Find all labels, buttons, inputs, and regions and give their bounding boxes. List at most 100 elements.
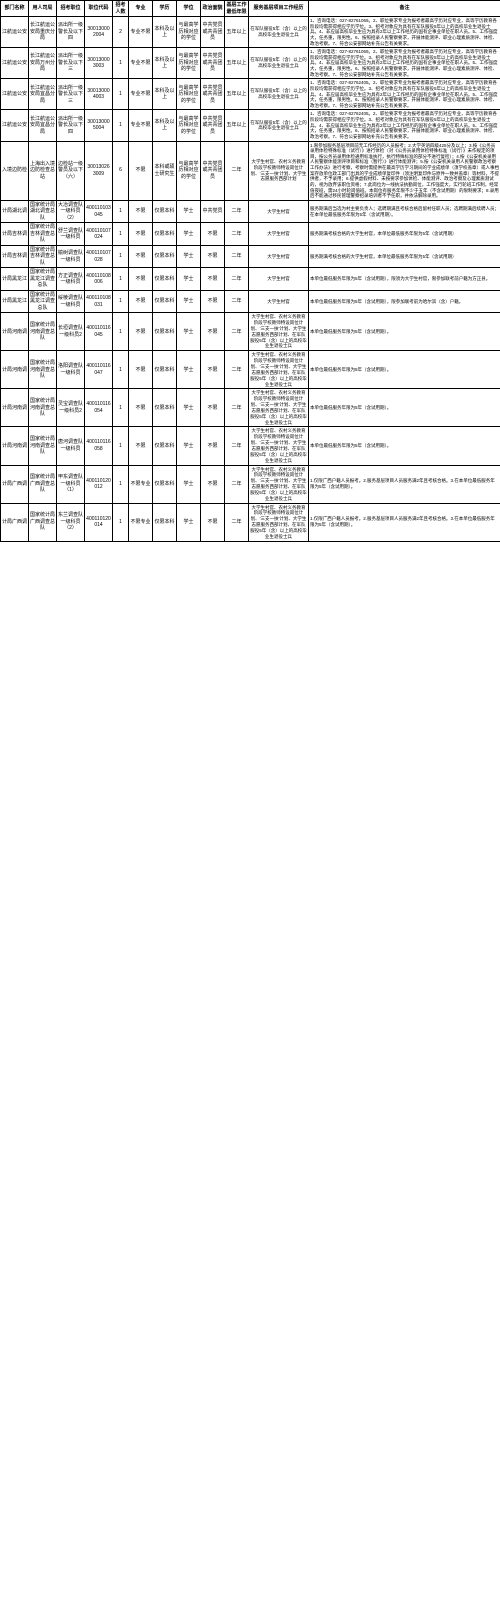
cell-dept: 计局河南调 [1,427,29,465]
cell-num: 1 [113,503,129,541]
cell-year: 二年 [225,389,249,427]
cell-year: 二年 [225,223,249,246]
cell-code: 400110120012 [85,465,113,503]
cell-code: 400110116058 [85,427,113,465]
cell-edu: 本科及以上 [153,110,177,141]
cell-pos: 长垣调查队一级科员2 [57,313,85,351]
table-row: 计局河南调国家统计局河南调查总队灵宝调查队一级科员24001101160541不… [1,389,500,427]
cell-dept: 江航运公安 [1,110,29,141]
cell-code: 400110120014 [85,503,113,541]
cell-poli: 不限 [201,351,225,389]
cell-pos: 唐河调查队一级科员 [57,427,85,465]
cell-unit: 国家统计局河南调查总队 [29,427,57,465]
cell-num: 1 [113,268,129,291]
h-num: 招考人数 [113,1,129,17]
cell-unit: 国家统计局广西调查总队 [29,503,57,541]
cell-code: 300130004003 [85,79,113,110]
cell-svc: 大学生村官、农村义务教育阶段学校教师特设岗位计划、'三支一扶'计划、大学生志愿服… [249,465,309,503]
h-edu: 学历 [153,1,177,17]
cell-code: 400110108006 [85,268,113,291]
cell-svc: 在军队服役5年（含）以上的高校毕业生退役士兵 [249,48,309,79]
cell-code: 400110116045 [85,313,113,351]
cell-major: 不限专业 [129,465,153,503]
cell-edu: 仅限本科 [153,351,177,389]
cell-note: 本单位最低服务年限为5年（含试用期）。 [309,427,500,465]
cell-unit: 长江航运公安局宜昌分局 [29,110,57,141]
cell-major: 不限 [129,313,153,351]
cell-code: 400110116054 [85,389,113,427]
cell-poli: 不限 [201,290,225,313]
cell-note: 1.仅限广西户籍人员报考。2.服务基层项目人员服务满2年且考核合格。3.在本单位… [309,503,500,541]
cell-year: 二年 [225,268,249,291]
cell-note: 服务期满考核合格的大学生村官，本单位最低服务年限为5年（含试用期） [309,245,500,268]
recruitment-table: 部门名称 用人司局 招考职位 职位代码 招考人数 专业 学历 学位 政治面貌 基… [0,0,500,542]
cell-edu: 仅限本科 [153,427,177,465]
cell-unit: 国家统计局河南调查总队 [29,389,57,427]
cell-pos: 绥棱调查队一级科员 [57,290,85,313]
cell-dept: 计局黑龙江 [1,290,29,313]
cell-svc: 在军队服役5年（含）以上的高校毕业生退役士兵 [249,110,309,141]
cell-deg: 学士 [177,351,201,389]
table-row: 计局河南调国家统计局河南调查总队长垣调查队一级科员24001101160451不… [1,313,500,351]
cell-pos: 舒兰调查队一级科员 [57,223,85,246]
cell-unit: 国家统计局河南调查总队 [29,313,57,351]
cell-dept: 江航运公安 [1,17,29,48]
cell-dept: 计局广西调 [1,465,29,503]
cell-edu: 仅限本科 [153,389,177,427]
cell-unit: 国家统计局广西调查总队 [29,465,57,503]
cell-code: 400110103045 [85,200,113,223]
table-row: 计局黑龙江国家统计局黑龙江调查总队绥棱调查队一级科员4001101080311不… [1,290,500,313]
cell-svc: 大学生村官 [249,223,309,246]
cell-edu: 仅限本科 [153,200,177,223]
cell-edu: 本科及以上 [153,17,177,48]
cell-dept: 计局河南调 [1,351,29,389]
cell-pos: 派出所一级警长及以下三 [57,79,85,110]
cell-note: 服务期满后当选为村主要负责人；选聘期满且考核合格后留村任职人员；选聘期满后续聘人… [309,200,500,223]
cell-deg: 与最高学历相对应的学位 [177,48,201,79]
cell-deg: 学士 [177,268,201,291]
cell-deg: 学士 [177,223,201,246]
cell-pos: 榆树调查队一级科员 [57,245,85,268]
cell-num: 1 [113,465,129,503]
cell-deg: 与最高学历相对应的学位 [177,17,201,48]
h-code: 职位代码 [85,1,113,17]
cell-svc: 大学生村官、农村义务教育阶段学校教师特设岗位计划、'三支一扶'计划、大学生志愿服… [249,503,309,541]
cell-deg: 与最高学历相对应的学位 [177,141,201,200]
cell-dept: 计局广西调 [1,503,29,541]
cell-pos: 边检站一级警员及以下（六） [57,141,85,200]
cell-year: 二年 [225,245,249,268]
cell-code: 400110107028 [85,245,113,268]
cell-code: 300130003003 [85,48,113,79]
cell-note: 1、咨询电话：027-82761069。2、职位要求专业为报考者最高学历对应专业… [309,48,500,79]
cell-deg: 学士 [177,245,201,268]
table-row: 计局广西调国家统计局广西调查总队甲东调查队一级科员（1）400110120012… [1,465,500,503]
cell-svc: 在军队服役5年（含）以上的高校毕业生退役士兵 [249,17,309,48]
cell-year: 五年以上 [225,110,249,141]
cell-year: 二年 [225,465,249,503]
cell-unit: 国家统计局河南调查总队 [29,351,57,389]
cell-major: 不限专业 [129,503,153,541]
table-row: 江航运公安长江航运公安局宜昌分局派出所一级警长及以下四3001300050041… [1,110,500,141]
cell-year: 五年以上 [225,17,249,48]
cell-edu: 本科及以上 [153,79,177,110]
cell-major: 不限 [129,389,153,427]
cell-note: 1.限参加服务基层项目前无工作经历的人员报考；2.大学英语四级425分及以上；3… [309,141,500,200]
cell-poli: 不限 [201,313,225,351]
cell-dept: 计局吉林调 [1,245,29,268]
h-poli: 政治面貌 [201,1,225,17]
cell-code: 300130263009 [85,141,113,200]
cell-note: 本单位最低服务年限为5年（含试用期），限须为大学生村官，限参加联考前户籍为方正县… [309,268,500,291]
cell-major: 不限 [129,245,153,268]
cell-pos: 灵宝调查队一级科员2 [57,389,85,427]
cell-pos: 大冶调查队一级科员（2） [57,200,85,223]
h-pos: 招考职位 [57,1,85,17]
table-row: 计局广西调国家统计局广西调查总队东兰调查队一级科员（2）400110120014… [1,503,500,541]
cell-num: 1 [113,313,129,351]
cell-note: 服务期满考核合格的大学生村官，本单位最低服务年限为5年（含试用期） [309,223,500,246]
cell-major: 专业不限 [129,17,153,48]
cell-major: 不限 [129,223,153,246]
cell-poli: 中共党员或共青团员 [201,17,225,48]
cell-svc: 大学生村官 [249,245,309,268]
h-svc: 服务基层项目工作经历 [249,1,309,17]
cell-year: 二年 [225,290,249,313]
